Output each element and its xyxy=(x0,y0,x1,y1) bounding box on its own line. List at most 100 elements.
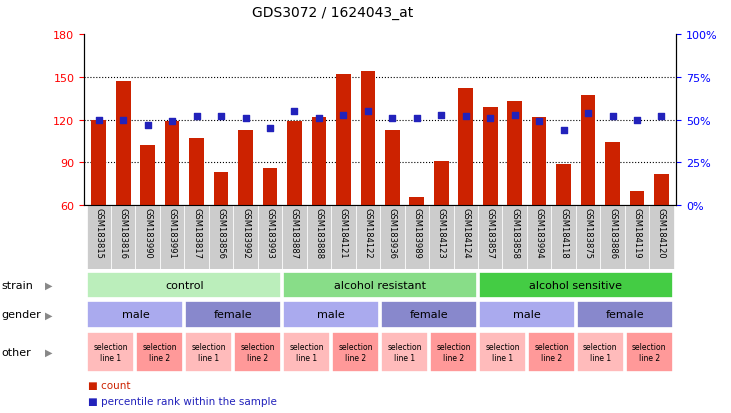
Bar xyxy=(137,332,183,372)
Bar xyxy=(507,102,522,206)
Text: GSM183886: GSM183886 xyxy=(608,208,617,259)
Point xyxy=(583,110,594,117)
Bar xyxy=(532,118,547,206)
Text: female: female xyxy=(605,310,644,320)
Bar xyxy=(654,174,669,206)
Bar xyxy=(479,272,673,298)
Bar xyxy=(576,206,600,270)
Bar xyxy=(458,89,473,206)
Bar xyxy=(332,332,379,372)
Bar xyxy=(235,332,281,372)
Point xyxy=(509,112,520,119)
Text: selection
line 1: selection line 1 xyxy=(583,342,618,362)
Bar xyxy=(186,332,232,372)
Text: GSM183858: GSM183858 xyxy=(510,208,519,259)
Point xyxy=(166,119,178,126)
Text: GSM183815: GSM183815 xyxy=(94,208,103,259)
Text: gender: gender xyxy=(1,310,41,320)
Text: GSM183875: GSM183875 xyxy=(583,208,593,259)
Bar xyxy=(605,143,620,206)
Text: GSM183856: GSM183856 xyxy=(216,208,226,259)
Bar xyxy=(111,206,135,270)
Text: ■ count: ■ count xyxy=(88,380,130,390)
Bar xyxy=(189,139,204,206)
Text: GSM184118: GSM184118 xyxy=(559,208,568,258)
Text: female: female xyxy=(214,310,253,320)
Bar xyxy=(233,206,258,270)
Text: selection
line 1: selection line 1 xyxy=(192,342,226,362)
Point xyxy=(142,122,154,129)
Text: male: male xyxy=(121,310,149,320)
Bar xyxy=(580,96,596,206)
Text: male: male xyxy=(513,310,541,320)
Point xyxy=(264,126,276,132)
Text: other: other xyxy=(1,347,31,357)
Bar xyxy=(551,206,576,270)
Point xyxy=(289,109,300,115)
Bar xyxy=(360,72,375,206)
Text: GSM183994: GSM183994 xyxy=(534,208,544,258)
Text: alcohol sensitive: alcohol sensitive xyxy=(529,280,622,290)
Text: strain: strain xyxy=(1,280,34,290)
Point xyxy=(485,115,496,122)
Bar xyxy=(283,301,379,328)
Bar xyxy=(528,332,575,372)
Bar xyxy=(429,206,453,270)
Text: GSM183989: GSM183989 xyxy=(412,208,421,259)
Text: selection
line 1: selection line 1 xyxy=(289,342,324,362)
Bar xyxy=(380,206,404,270)
Bar xyxy=(88,301,183,328)
Text: alcohol resistant: alcohol resistant xyxy=(334,280,426,290)
Bar xyxy=(502,206,527,270)
Bar xyxy=(311,118,326,206)
Point xyxy=(338,112,349,119)
Point xyxy=(558,127,569,134)
Text: GDS3072 / 1624043_at: GDS3072 / 1624043_at xyxy=(252,6,413,20)
Text: male: male xyxy=(317,310,345,320)
Text: GSM183990: GSM183990 xyxy=(143,208,152,258)
Bar xyxy=(626,332,673,372)
Bar xyxy=(116,82,131,206)
Point xyxy=(118,117,129,124)
Text: selection
line 2: selection line 2 xyxy=(338,342,373,362)
Text: selection
line 2: selection line 2 xyxy=(240,342,275,362)
Bar xyxy=(527,206,551,270)
Text: GSM184120: GSM184120 xyxy=(657,208,666,258)
Bar xyxy=(625,206,649,270)
Text: selection
line 2: selection line 2 xyxy=(143,342,177,362)
Bar xyxy=(381,301,477,328)
Point xyxy=(191,114,202,120)
Bar xyxy=(91,121,106,206)
Bar xyxy=(135,206,160,270)
Text: GSM184124: GSM184124 xyxy=(461,208,470,258)
Bar xyxy=(331,206,356,270)
Point xyxy=(607,114,618,120)
Bar xyxy=(385,131,400,206)
Bar xyxy=(238,131,253,206)
Point xyxy=(631,117,643,124)
Bar xyxy=(186,301,281,328)
Text: selection
line 2: selection line 2 xyxy=(436,342,471,362)
Bar xyxy=(577,332,624,372)
Text: selection
line 1: selection line 1 xyxy=(94,342,128,362)
Bar xyxy=(577,301,673,328)
Bar xyxy=(258,206,282,270)
Text: GSM184121: GSM184121 xyxy=(339,208,348,258)
Bar xyxy=(86,206,111,270)
Text: GSM183992: GSM183992 xyxy=(241,208,250,258)
Bar xyxy=(453,206,478,270)
Bar xyxy=(434,161,449,206)
Bar xyxy=(160,206,184,270)
Text: GSM183993: GSM183993 xyxy=(265,208,275,259)
Text: GSM183936: GSM183936 xyxy=(388,208,397,259)
Text: GSM184122: GSM184122 xyxy=(363,208,372,258)
Point xyxy=(436,112,447,119)
Text: GSM184119: GSM184119 xyxy=(632,208,642,258)
Bar xyxy=(262,169,277,206)
Bar xyxy=(479,301,575,328)
Point xyxy=(411,115,423,122)
Point xyxy=(534,119,545,126)
Bar xyxy=(336,75,351,206)
Bar xyxy=(649,206,674,270)
Point xyxy=(93,117,105,124)
